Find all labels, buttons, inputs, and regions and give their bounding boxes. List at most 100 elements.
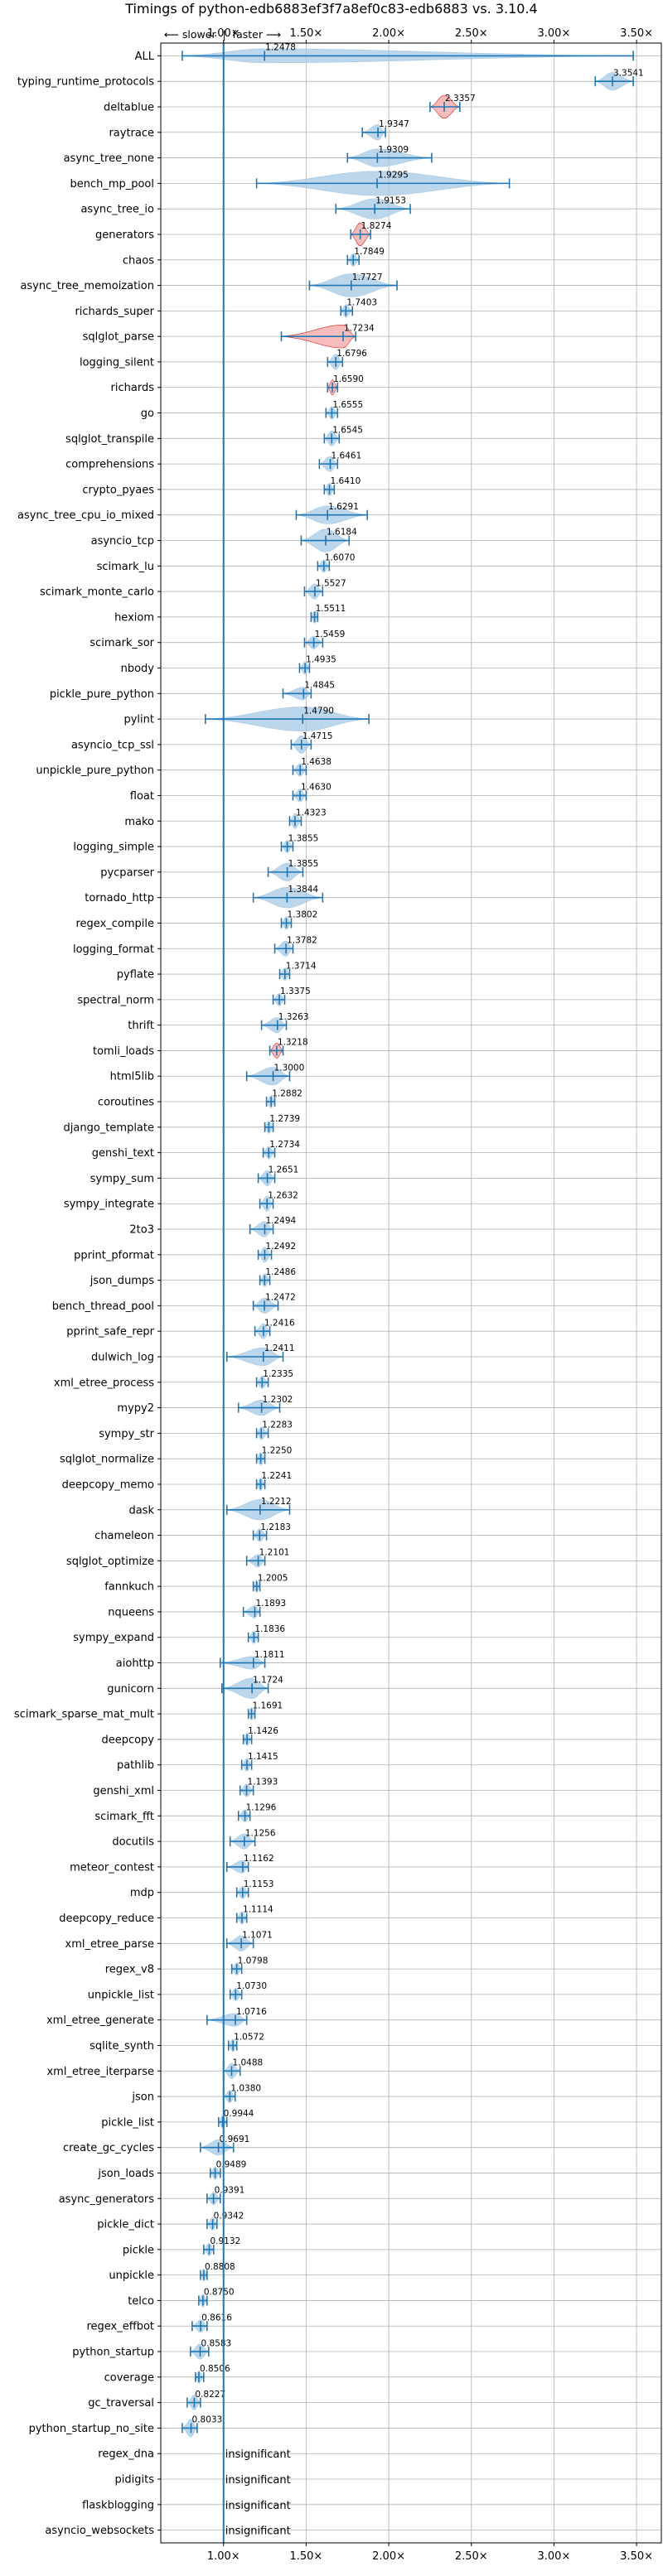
benchmark-label: logging_format <box>73 943 154 956</box>
value-label: 1.1114 <box>243 1905 273 1915</box>
value-label: 1.2739 <box>269 1114 300 1124</box>
value-label: 1.4715 <box>302 731 333 741</box>
value-label: 1.0572 <box>234 2033 264 2043</box>
benchmark-label: sqlglot_normalize <box>60 1454 154 1466</box>
benchmark-label: unpickle <box>109 2270 154 2282</box>
benchmark-label: pprint_pformat <box>74 1249 154 1261</box>
benchmark-label: richards <box>111 382 155 394</box>
insignificant-label: insignificant <box>225 2525 291 2538</box>
benchmark-label: pickle <box>123 2244 154 2256</box>
benchmark-label: tornado_http <box>85 892 154 904</box>
value-label: 0.8583 <box>201 2338 232 2348</box>
benchmark-label: coroutines <box>98 1097 154 1109</box>
benchmark-label: scimark_sor <box>90 637 154 649</box>
benchmark-label: chaos <box>123 254 154 267</box>
x-tick-label-bottom: 2.00× <box>372 2550 405 2563</box>
benchmark-label: aiohttp <box>116 1657 154 1670</box>
benchmark-label: flaskblogging <box>82 2499 154 2511</box>
benchmark-label: pathlib <box>117 1759 154 1772</box>
value-label: 1.2734 <box>269 1140 300 1150</box>
value-label: 1.3263 <box>278 1012 309 1022</box>
value-label: 1.2416 <box>264 1318 295 1328</box>
value-label: 1.1811 <box>254 1650 285 1660</box>
benchmark-label: sympy_integrate <box>64 1199 154 1211</box>
value-label: 1.5527 <box>316 578 346 588</box>
benchmark-label: coverage <box>104 2371 154 2384</box>
value-label: 0.8808 <box>205 2262 235 2272</box>
benchmark-label: python_startup <box>72 2347 154 2359</box>
value-label: 0.8616 <box>201 2313 232 2323</box>
x-tick-label-top: 3.00× <box>538 27 571 40</box>
benchmark-label: xml_etree_generate <box>46 2014 154 2027</box>
benchmark-label: json_loads <box>97 2168 154 2180</box>
value-label: 1.2411 <box>264 1343 295 1353</box>
benchmark-label: logging_silent <box>80 356 154 369</box>
benchmark-label: json <box>131 2091 154 2104</box>
value-label: 1.6555 <box>332 400 363 410</box>
benchmark-label: pickle_dict <box>97 2219 154 2231</box>
value-label: 1.7403 <box>346 298 377 308</box>
value-label: 1.3000 <box>274 1063 305 1073</box>
value-label: 1.1393 <box>248 1778 278 1787</box>
value-label: 0.9342 <box>214 2211 244 2221</box>
benchmark-label: logging_simple <box>73 842 154 854</box>
benchmark-label: pylint <box>123 714 154 726</box>
benchmark-label: raytrace <box>109 127 154 139</box>
benchmark-label: pickle_pure_python <box>50 688 154 701</box>
value-label: 0.8033 <box>192 2415 223 2425</box>
benchmark-label: create_gc_cycles <box>63 2142 154 2154</box>
benchmark-label: typing_runtime_protocols <box>17 76 154 89</box>
value-label: 1.1426 <box>248 1726 278 1736</box>
benchmark-label: pyflate <box>117 969 154 982</box>
benchmark-label: deepcopy_memo <box>62 1479 154 1491</box>
value-label: 1.0716 <box>236 2007 267 2017</box>
benchmark-label: ALL <box>135 51 155 63</box>
benchmark-label: richards_super <box>75 306 154 318</box>
value-label: 1.3855 <box>288 833 319 843</box>
value-label: 1.2478 <box>265 43 296 53</box>
value-label: 1.1071 <box>242 1931 273 1941</box>
x-tick-label-bottom: 3.50× <box>620 2550 653 2563</box>
value-label: 1.9347 <box>379 119 409 129</box>
benchmark-label: xml_etree_iterparse <box>46 2066 154 2078</box>
benchmark-label: genshi_xml <box>93 1785 154 1797</box>
benchmark-label: asyncio_websockets <box>45 2525 154 2537</box>
value-label: 1.2005 <box>258 1573 288 1583</box>
benchmark-label: nbody <box>121 663 155 675</box>
benchmark-label: scimark_sparse_mat_mult <box>14 1709 154 1721</box>
benchmark-label: telco <box>128 2295 154 2308</box>
value-label: 1.3782 <box>287 935 317 945</box>
benchmark-label: pickle_list <box>101 2116 154 2129</box>
value-label: 1.2494 <box>265 1216 296 1226</box>
x-tick-label-top: 1.00× <box>207 27 240 40</box>
value-label: 1.6184 <box>327 528 357 538</box>
benchmark-label: hexiom <box>114 611 154 624</box>
benchmark-label: python_startup_no_site <box>29 2423 154 2435</box>
benchmark-label: generators <box>95 229 154 241</box>
benchmark-label: asyncio_tcp <box>91 535 154 548</box>
value-label: 1.1893 <box>255 1599 286 1609</box>
benchmark-label: regex_compile <box>75 918 154 930</box>
benchmark-label: gunicorn <box>107 1683 154 1696</box>
value-label: 1.6070 <box>325 553 356 563</box>
benchmark-label: go <box>141 408 154 420</box>
x-tick-label-bottom: 2.50× <box>455 2550 488 2563</box>
value-label: 1.0730 <box>236 1981 267 1991</box>
benchmark-label: mako <box>124 816 154 828</box>
benchmark-label: nqueens <box>108 1606 154 1618</box>
benchmark-label: thrift <box>128 1020 154 1032</box>
x-tick-label-top: 2.00× <box>372 27 405 40</box>
value-label: 1.1724 <box>253 1676 283 1686</box>
benchmark-label: mypy2 <box>117 1402 154 1415</box>
value-label: 0.9489 <box>216 2160 247 2170</box>
value-label: 1.2283 <box>262 1421 293 1430</box>
value-label: 1.1415 <box>248 1752 278 1762</box>
value-label: 1.3855 <box>288 859 319 869</box>
benchmark-label: float <box>130 790 154 803</box>
value-label: 3.3541 <box>613 68 644 78</box>
benchmark-label: regex_v8 <box>105 1964 154 1976</box>
value-label: 1.1836 <box>254 1624 285 1634</box>
value-label: 1.2302 <box>263 1395 293 1405</box>
value-label: 1.0798 <box>238 1956 269 1966</box>
